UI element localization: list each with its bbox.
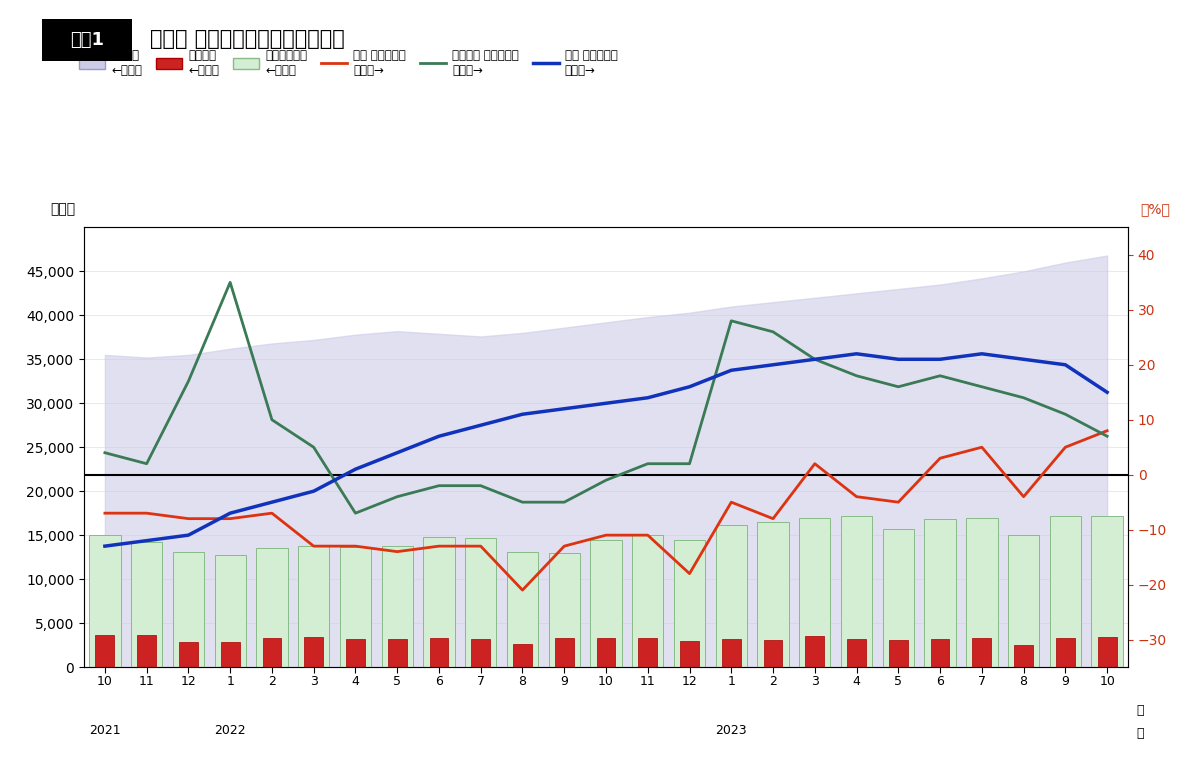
Bar — [1050, 515, 1081, 667]
Bar — [305, 637, 323, 667]
Bar — [1014, 645, 1033, 667]
Text: （%）: （%） — [1141, 202, 1170, 216]
Bar — [972, 638, 991, 667]
Text: 2023: 2023 — [715, 724, 748, 738]
Bar — [1008, 535, 1039, 667]
Bar — [841, 515, 872, 667]
Bar — [847, 639, 866, 667]
Bar — [430, 638, 449, 667]
Bar — [674, 540, 706, 667]
Bar — [763, 641, 782, 667]
Bar — [215, 556, 246, 667]
Bar — [298, 546, 329, 667]
Text: 首都圏 中古マンション件数の推移: 首都圏 中古マンション件数の推移 — [150, 30, 344, 49]
Bar — [263, 637, 281, 667]
Bar — [548, 553, 580, 667]
Bar — [590, 540, 622, 667]
Bar — [466, 537, 497, 667]
Bar — [179, 641, 198, 667]
Bar — [472, 639, 490, 667]
Bar — [883, 529, 914, 667]
Bar — [1092, 515, 1123, 667]
Bar — [506, 552, 538, 667]
Bar — [632, 535, 664, 667]
Bar — [931, 639, 949, 667]
Bar — [131, 542, 162, 667]
Bar — [799, 518, 830, 667]
Bar — [382, 546, 413, 667]
Text: 月: 月 — [1136, 704, 1144, 717]
Text: 図表1: 図表1 — [70, 31, 104, 49]
Bar — [680, 641, 698, 667]
Bar — [966, 518, 997, 667]
Bar — [173, 552, 204, 667]
Bar — [221, 641, 240, 667]
Text: （件）: （件） — [50, 202, 74, 216]
Bar — [638, 638, 658, 667]
Legend: 在庫件数
←左目盛, 成約件数
←左目盛, 新規登録件数
←左目盛, 成約 前年同月比
右目盛→, 新規登録 前年同月比
右目盛→, 在庫 前年同月比
右目盛→: 在庫件数 ←左目盛, 成約件数 ←左目盛, 新規登録件数 ←左目盛, 成約 前年… — [79, 49, 618, 77]
Bar — [89, 535, 120, 667]
Bar — [757, 522, 788, 667]
Bar — [805, 636, 824, 667]
Bar — [137, 635, 156, 667]
Bar — [1056, 638, 1075, 667]
Bar — [1098, 637, 1116, 667]
Bar — [257, 548, 288, 667]
Text: 年: 年 — [1136, 727, 1144, 740]
Bar — [346, 639, 365, 667]
Bar — [424, 537, 455, 667]
Bar — [388, 639, 407, 667]
Bar — [340, 547, 371, 667]
Bar — [924, 519, 955, 667]
Bar — [722, 639, 740, 667]
Bar — [596, 638, 616, 667]
Text: 2021: 2021 — [89, 724, 121, 738]
Bar — [554, 638, 574, 667]
Bar — [96, 634, 114, 667]
Bar — [514, 644, 532, 667]
Text: 2022: 2022 — [215, 724, 246, 738]
Bar — [715, 525, 746, 667]
Bar — [889, 640, 907, 667]
